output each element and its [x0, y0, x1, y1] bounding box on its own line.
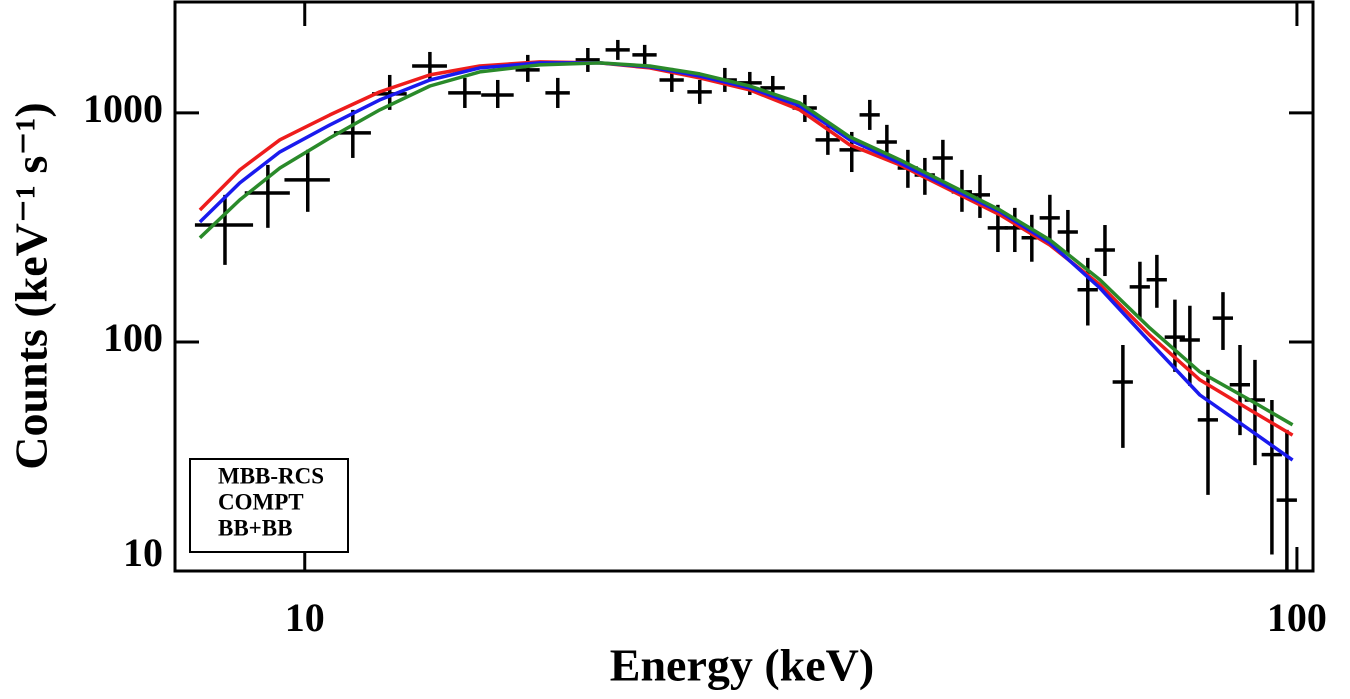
x-tick-label: 10: [285, 595, 325, 640]
plot-frame: [173, 0, 1315, 573]
x-tick-label: 100: [1267, 595, 1327, 640]
plot-area: [194, 39, 1297, 571]
y-tick-label: 10: [123, 530, 163, 575]
model-curve: [198, 61, 1294, 427]
y-tick-label: 1000: [83, 86, 163, 131]
y-axis-label: Counts (keV⁻¹ s⁻¹): [6, 102, 57, 470]
model-curve: [198, 61, 1294, 462]
y-tick-label: 100: [103, 315, 163, 360]
legend-label: BB+BB: [218, 515, 292, 540]
model-curve: [198, 60, 1294, 437]
x-axis-label: Energy (keV): [610, 640, 874, 691]
legend-box: [189, 458, 349, 553]
legend-label: COMPT: [218, 489, 304, 514]
legend-label: MBB-RCS: [218, 463, 324, 488]
